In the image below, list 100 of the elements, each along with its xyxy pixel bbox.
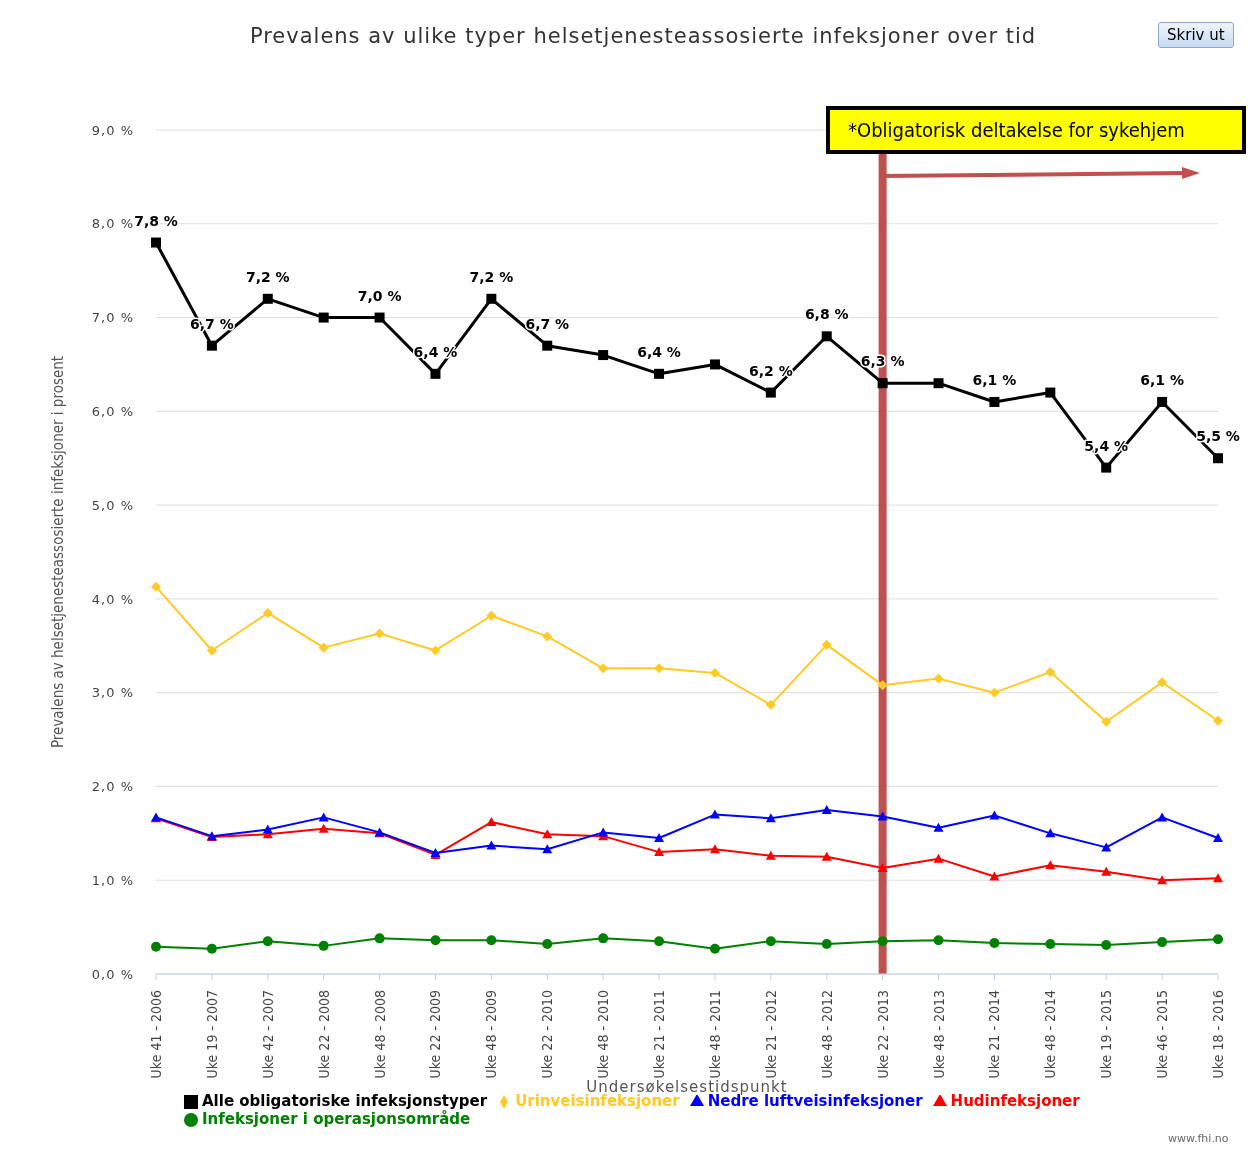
point	[430, 935, 441, 946]
point	[151, 941, 161, 952]
point	[262, 293, 273, 304]
point	[877, 811, 888, 821]
data-label: 6,8 %	[804, 306, 849, 323]
x-tick-label: Uke 21 - 2014	[986, 990, 1003, 1079]
point	[1213, 873, 1223, 883]
y-tick-label: 4,0 %	[91, 591, 134, 607]
point	[821, 851, 832, 861]
point	[598, 827, 609, 837]
point	[598, 350, 609, 361]
point	[765, 936, 776, 947]
y-tick-label: 7,0 %	[91, 310, 134, 326]
y-tick-label: 0,0 %	[91, 966, 134, 982]
point	[206, 645, 217, 656]
data-label: 7,0 %	[357, 287, 402, 304]
point	[989, 810, 1000, 820]
point	[654, 368, 665, 379]
point	[989, 871, 1000, 881]
point	[598, 933, 609, 944]
point	[486, 293, 497, 304]
point	[430, 645, 441, 656]
data-label: 6,7 %	[525, 315, 570, 332]
legend-label: Infeksjoner i operasjonsområde	[202, 1110, 471, 1128]
x-tick-label: Uke 42 - 2007	[259, 990, 276, 1079]
point	[654, 847, 665, 857]
point	[654, 663, 665, 674]
point	[486, 610, 497, 621]
y-tick-label: 9,0 %	[91, 122, 134, 138]
point	[765, 387, 776, 398]
point	[262, 936, 273, 947]
point	[151, 237, 161, 248]
y-tick-label: 6,0 %	[91, 403, 134, 419]
point	[1213, 934, 1223, 945]
x-tick-label: Uke 48 - 2010	[595, 990, 612, 1079]
point	[933, 853, 944, 863]
point	[262, 824, 273, 834]
point	[318, 812, 329, 822]
point	[821, 331, 832, 342]
print-button: Skriv ut	[1158, 22, 1234, 48]
point	[765, 699, 776, 710]
point	[933, 935, 944, 946]
legend-label: Alle obligatoriske infeksjonstyper	[202, 1092, 488, 1110]
point	[933, 673, 944, 684]
point	[374, 933, 385, 944]
y-tick-label: 1,0 %	[91, 872, 134, 888]
point	[654, 833, 665, 843]
x-tick-label: Uke 21 - 2011	[651, 990, 668, 1079]
data-label: 7,2 %	[245, 268, 290, 285]
point	[542, 631, 553, 642]
chart-title: Prevalens av ulike typer helsetjenesteassosierte infeksjoner over tid	[249, 24, 1037, 48]
point	[821, 639, 832, 650]
text: www.fhi.no	[1168, 1132, 1229, 1145]
x-tick-label: Uke 48 - 2011	[706, 990, 723, 1079]
point	[1045, 828, 1056, 838]
point	[1101, 716, 1112, 727]
point	[318, 940, 329, 951]
point	[877, 936, 888, 947]
point	[989, 396, 1000, 407]
legend-label: Nedre luftveisinfeksjoner	[707, 1092, 923, 1110]
point	[1101, 939, 1112, 950]
point	[709, 844, 720, 854]
x-tick-label: Uke 22 - 2010	[539, 990, 556, 1079]
x-tick-label: Uke 41 - 2006	[148, 990, 164, 1079]
point	[598, 663, 609, 674]
point	[1213, 453, 1223, 464]
x-tick-label: Uke 22 - 2013	[874, 990, 891, 1079]
legend-label: Hudinfeksjoner	[950, 1092, 1080, 1110]
point	[542, 829, 553, 839]
x-tick-label: Uke 22 - 2009	[427, 990, 444, 1079]
point	[933, 378, 944, 389]
point	[989, 687, 1000, 698]
point	[709, 809, 720, 819]
point	[877, 378, 888, 389]
data-label: 7,8 %	[134, 212, 178, 229]
point	[1101, 866, 1112, 876]
point	[1213, 715, 1223, 726]
y-tick-label: 3,0 %	[91, 685, 134, 701]
point	[318, 312, 329, 323]
point	[542, 844, 553, 854]
data-label: 5,5 %	[1196, 428, 1240, 445]
point	[933, 822, 944, 832]
point	[486, 840, 497, 850]
point	[206, 340, 217, 351]
point	[1101, 842, 1112, 852]
callout-box: *Obligatorisk deltakelse for sykehjem	[826, 106, 1246, 154]
x-tick-label: Uke 48 - 2009	[483, 990, 500, 1079]
y-tick-label: 8,0 %	[91, 216, 134, 232]
point	[1213, 833, 1223, 843]
x-tick-label: Uke 21 - 2012	[762, 990, 779, 1079]
x-tick-label: Uke 18 - 2016	[1210, 990, 1226, 1079]
y-axis-title: Prevalens av helsetjenesteassosierte infeksjoner i prosent	[49, 355, 68, 749]
point	[821, 938, 832, 949]
point	[206, 943, 217, 954]
legend-label: Urinveisinfeksjoner	[515, 1092, 680, 1110]
point	[542, 340, 553, 351]
point	[262, 607, 273, 618]
point	[318, 823, 329, 833]
point	[486, 817, 497, 827]
point	[654, 936, 665, 947]
